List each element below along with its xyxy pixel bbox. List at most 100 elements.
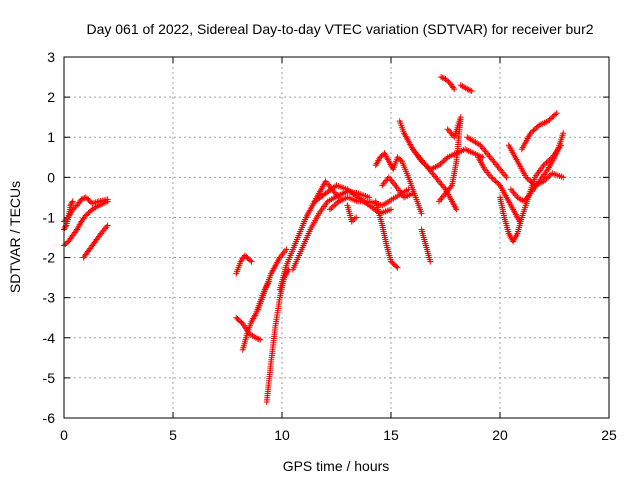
data-point	[503, 174, 510, 181]
data-point	[252, 334, 259, 341]
x-tick-label: 25	[601, 427, 617, 443]
data-point	[534, 123, 541, 130]
data-point	[424, 163, 431, 170]
data-point	[438, 159, 445, 166]
data-point	[104, 222, 111, 229]
data-point	[427, 258, 434, 265]
data-point	[255, 336, 262, 343]
plot-frame	[63, 56, 610, 419]
x-axis-label: GPS time / hours	[283, 458, 390, 474]
data-point	[418, 210, 425, 217]
data-point	[445, 78, 452, 85]
data-point	[422, 162, 429, 169]
data-point	[540, 178, 547, 185]
data-point	[62, 241, 69, 248]
data-point	[543, 159, 550, 166]
x-tick-label: 10	[274, 427, 290, 443]
data-point	[528, 128, 535, 135]
data-point	[351, 215, 358, 222]
data-point	[439, 74, 446, 81]
data-point	[78, 196, 85, 203]
data-point	[329, 203, 336, 210]
data-point	[68, 199, 75, 206]
data-point	[248, 258, 255, 265]
data-point	[104, 198, 111, 205]
data-point	[542, 160, 549, 167]
data-point	[540, 162, 547, 169]
data-point	[409, 190, 416, 197]
data-point	[254, 335, 261, 342]
data-point	[543, 175, 550, 182]
data-point	[544, 158, 551, 165]
data-point	[443, 77, 450, 84]
data-point	[552, 111, 559, 118]
data-point	[348, 218, 355, 225]
data-point	[526, 177, 533, 184]
data-point	[492, 178, 499, 185]
data-point	[546, 116, 553, 123]
data-point	[63, 239, 70, 246]
data-point	[69, 198, 76, 205]
data-point	[353, 214, 360, 221]
x-tick-label: 20	[492, 427, 508, 443]
y-tick-label: 0	[47, 169, 55, 185]
data-point	[530, 127, 537, 134]
data-point	[524, 175, 531, 182]
data-point	[527, 130, 534, 137]
data-point	[395, 155, 402, 162]
data-point	[491, 177, 498, 184]
y-tick-label: -5	[43, 370, 56, 386]
data-point	[326, 206, 333, 213]
data-point	[394, 154, 401, 161]
data-point	[549, 114, 556, 121]
data-point	[334, 199, 341, 206]
data-point	[533, 124, 540, 131]
data-point	[71, 205, 78, 212]
data-point	[388, 206, 394, 213]
x-tick-label: 0	[60, 427, 68, 443]
data-point	[542, 177, 549, 184]
data-point	[488, 174, 495, 181]
data-point	[328, 205, 335, 212]
data-point	[443, 155, 450, 162]
data-point	[257, 336, 264, 343]
data-point	[528, 179, 535, 186]
data-point	[527, 178, 534, 185]
data-point	[435, 198, 442, 205]
y-tick-label: 2	[47, 89, 55, 105]
data-point	[546, 172, 553, 179]
data-point	[72, 203, 79, 210]
data-point	[495, 181, 502, 188]
data-point	[435, 162, 442, 169]
x-tick-label: 5	[169, 427, 177, 443]
y-axis-label: SDTVAR / TECUs	[7, 181, 23, 293]
data-point	[560, 130, 567, 137]
data-point	[62, 223, 69, 230]
data-point	[350, 217, 357, 224]
y-tick-label: -6	[43, 410, 56, 426]
data-point	[332, 201, 339, 208]
y-tick-label: -2	[43, 250, 56, 266]
data-point	[418, 158, 425, 165]
data-point	[553, 110, 560, 117]
y-tick-label: 3	[47, 49, 55, 65]
y-tick-label: 1	[47, 129, 55, 145]
data-point	[468, 88, 475, 95]
data-point	[531, 126, 538, 133]
data-point	[247, 257, 254, 264]
data-point	[437, 160, 444, 167]
data-point	[67, 202, 74, 209]
data-point	[544, 174, 551, 181]
data-point	[467, 87, 474, 94]
data-point	[550, 112, 557, 119]
axis-ticks: 0 5 10 15 20 25 -6 -5 -4 -3 -2 -1 0 1 2 3	[43, 49, 617, 443]
data-point	[397, 156, 404, 163]
data-point	[438, 74, 445, 81]
data-point	[489, 175, 496, 182]
data-point	[377, 154, 384, 161]
data-point	[394, 264, 401, 271]
data-point	[560, 174, 567, 181]
data-point	[61, 225, 68, 232]
data-point	[331, 202, 338, 209]
